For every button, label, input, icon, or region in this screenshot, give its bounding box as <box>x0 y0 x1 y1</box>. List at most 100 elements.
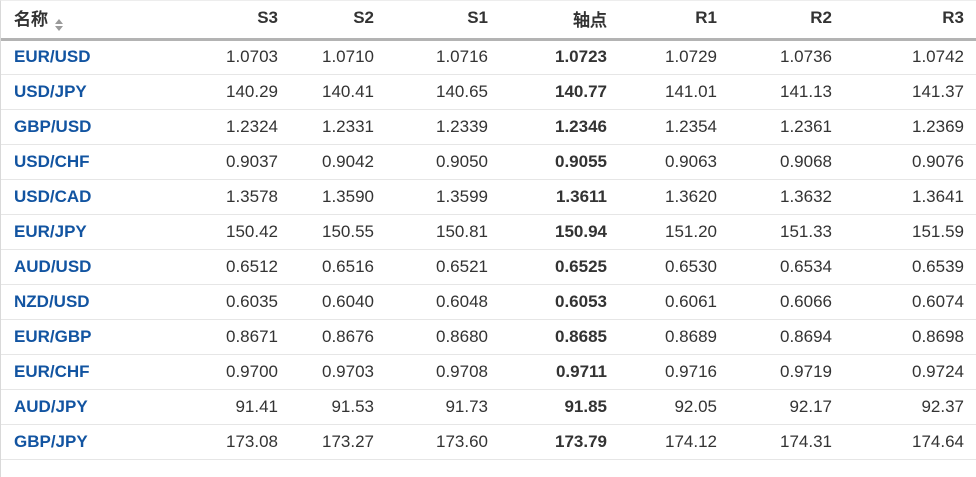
cell-r2: 0.9068 <box>730 144 845 180</box>
table-row: GBP/JPY 173.08 173.27 173.60 173.79 174.12 174… <box>1 424 976 460</box>
cell-s1: 1.3599 <box>387 179 501 215</box>
cell-r3: 174.64 <box>845 424 976 460</box>
cell-s1: 0.8680 <box>387 319 501 355</box>
cell-r1: 0.6530 <box>620 249 730 285</box>
cell-s2: 91.53 <box>291 389 387 425</box>
pair-link[interactable]: GBP/USD <box>14 116 92 136</box>
cell-s2: 1.3590 <box>291 179 387 215</box>
sort-toggle-icon[interactable] <box>55 19 63 32</box>
table-row: NZD/USD 0.6035 0.6040 0.6048 0.6053 0.6061 0.6… <box>1 284 976 320</box>
cell-r3: 0.6539 <box>845 249 976 285</box>
pair-cell: GBP/JPY <box>1 424 201 460</box>
table-row: GBP/USD 1.2324 1.2331 1.2339 1.2346 1.2354 1.2… <box>1 109 976 145</box>
cell-s3: 140.29 <box>201 74 291 110</box>
cell-pivot: 0.6525 <box>501 249 620 285</box>
cell-pivot: 0.8685 <box>501 319 620 355</box>
cell-r1: 92.05 <box>620 389 730 425</box>
cell-s2: 1.0710 <box>291 39 387 75</box>
column-header-s3: S3 <box>201 1 291 41</box>
table-row: USD/JPY 140.29 140.41 140.65 140.77 141.01 141… <box>1 74 976 110</box>
cell-s3: 150.42 <box>201 214 291 250</box>
cell-s3: 0.9037 <box>201 144 291 180</box>
pair-link[interactable]: USD/CAD <box>14 186 92 206</box>
pair-cell: EUR/GBP <box>1 319 201 355</box>
cell-r2: 141.13 <box>730 74 845 110</box>
cell-s3: 173.08 <box>201 424 291 460</box>
pair-link[interactable]: NZD/USD <box>14 291 90 311</box>
cell-s3: 0.6035 <box>201 284 291 320</box>
cell-s1: 150.81 <box>387 214 501 250</box>
table-row: EUR/JPY 150.42 150.55 150.81 150.94 151.20 151… <box>1 214 976 250</box>
pair-cell: USD/JPY <box>1 74 201 110</box>
cell-r2: 0.9719 <box>730 354 845 390</box>
pair-link[interactable]: EUR/JPY <box>14 221 87 241</box>
cell-r2: 1.0736 <box>730 39 845 75</box>
cell-s3: 0.8671 <box>201 319 291 355</box>
pivot-points-table: 名称 S3 S2 S1 轴点 R1 R2 R3 EUR/USD 1.0703 1.0… <box>1 1 976 460</box>
cell-r1: 1.2354 <box>620 109 730 145</box>
cell-r3: 92.37 <box>845 389 976 425</box>
pair-link[interactable]: EUR/GBP <box>14 326 92 346</box>
pair-link[interactable]: USD/CHF <box>14 151 90 171</box>
cell-r3: 151.59 <box>845 214 976 250</box>
pair-link[interactable]: EUR/USD <box>14 47 91 66</box>
cell-r1: 0.8689 <box>620 319 730 355</box>
cell-r3: 1.0742 <box>845 39 976 75</box>
cell-s1: 1.0716 <box>387 39 501 75</box>
cell-r1: 1.0729 <box>620 39 730 75</box>
pair-link[interactable]: GBP/JPY <box>14 431 88 451</box>
cell-r2: 92.17 <box>730 389 845 425</box>
cell-s3: 1.0703 <box>201 39 291 75</box>
pair-link[interactable]: EUR/CHF <box>14 361 90 381</box>
cell-pivot: 1.0723 <box>501 39 620 75</box>
pair-cell: USD/CHF <box>1 144 201 180</box>
cell-pivot: 1.2346 <box>501 109 620 145</box>
cell-s3: 91.41 <box>201 389 291 425</box>
pair-link[interactable]: AUD/USD <box>14 256 92 276</box>
sort-ascending-icon <box>55 19 63 25</box>
cell-r2: 0.8694 <box>730 319 845 355</box>
cell-pivot: 0.9711 <box>501 354 620 390</box>
cell-s1: 0.6521 <box>387 249 501 285</box>
pair-link[interactable]: AUD/JPY <box>14 396 88 416</box>
column-header-pivot: 轴点 <box>501 1 620 41</box>
cell-r2: 151.33 <box>730 214 845 250</box>
cell-r1: 141.01 <box>620 74 730 110</box>
cell-s2: 0.6516 <box>291 249 387 285</box>
cell-s3: 1.3578 <box>201 179 291 215</box>
table-row: USD/CHF 0.9037 0.9042 0.9050 0.9055 0.9063 0.9… <box>1 144 976 180</box>
cell-r2: 0.6066 <box>730 284 845 320</box>
cell-pivot: 0.6053 <box>501 284 620 320</box>
cell-r1: 0.9063 <box>620 144 730 180</box>
cell-s1: 0.6048 <box>387 284 501 320</box>
cell-s1: 140.65 <box>387 74 501 110</box>
cell-r3: 1.2369 <box>845 109 976 145</box>
cell-r1: 0.9716 <box>620 354 730 390</box>
cell-r1: 151.20 <box>620 214 730 250</box>
cell-s2: 0.9042 <box>291 144 387 180</box>
column-header-s2: S2 <box>291 1 387 41</box>
column-header-r2: R2 <box>730 1 845 41</box>
table-row: EUR/GBP 0.8671 0.8676 0.8680 0.8685 0.8689 0.8… <box>1 319 976 355</box>
cell-pivot: 173.79 <box>501 424 620 460</box>
column-header-s1: S1 <box>387 1 501 41</box>
cell-pivot: 91.85 <box>501 389 620 425</box>
cell-s2: 0.6040 <box>291 284 387 320</box>
cell-s3: 0.6512 <box>201 249 291 285</box>
cell-r3: 0.9724 <box>845 354 976 390</box>
name-column-header[interactable]: 名称 <box>1 1 201 41</box>
cell-r2: 1.3632 <box>730 179 845 215</box>
table-row: AUD/JPY 91.41 91.53 91.73 91.85 92.05 92.17 92.… <box>1 389 976 425</box>
cell-s3: 1.2324 <box>201 109 291 145</box>
column-header-r3: R3 <box>845 1 976 41</box>
pair-cell: USD/CAD <box>1 179 201 215</box>
pair-link[interactable]: USD/JPY <box>14 81 87 101</box>
cell-pivot: 1.3611 <box>501 179 620 215</box>
cell-s2: 173.27 <box>291 424 387 460</box>
cell-r3: 0.9076 <box>845 144 976 180</box>
cell-pivot: 0.9055 <box>501 144 620 180</box>
pair-cell: EUR/JPY <box>1 214 201 250</box>
cell-pivot: 150.94 <box>501 214 620 250</box>
table-body: EUR/USD 1.0703 1.0710 1.0716 1.0723 1.0729 1.0… <box>1 39 976 460</box>
